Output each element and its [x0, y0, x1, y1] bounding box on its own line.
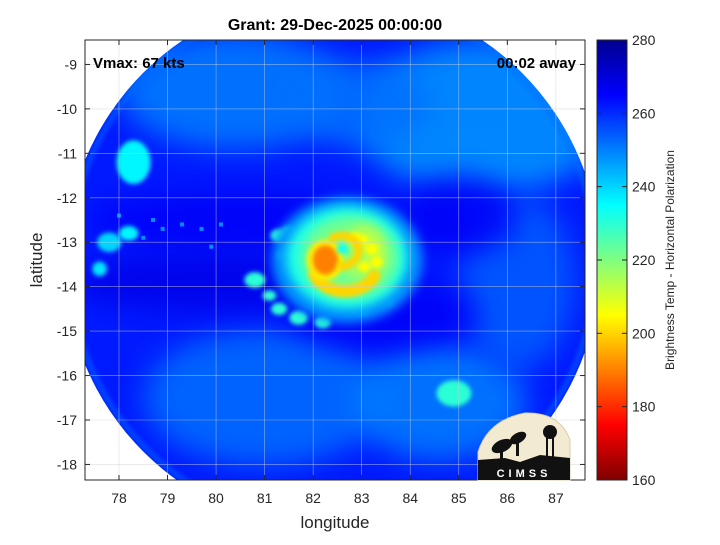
y-tick-label-3: -12	[57, 190, 77, 206]
y-tick-label-8: -17	[57, 412, 77, 428]
x-tick-label-9: 87	[548, 490, 564, 506]
y-tick-label-7: -16	[57, 368, 77, 384]
eye	[336, 244, 348, 254]
y-tick-label-5: -14	[57, 279, 77, 295]
colorbar-tick-label-5: 260	[632, 105, 656, 121]
speckle-0	[150, 218, 155, 222]
rainband-cell-5	[244, 272, 266, 288]
x-tick-label-7: 85	[451, 490, 467, 506]
eyewall-east-cell-2	[369, 256, 383, 268]
x-tick-label-4: 82	[305, 490, 321, 506]
speckle-2	[180, 222, 185, 227]
axes-box	[84, 39, 586, 481]
y-tick-label-2: -11	[58, 145, 77, 161]
chart-title: Grant: 29-Dec-2025 00:00:00	[228, 17, 442, 34]
colorbar-tick-label-0: 160	[632, 472, 656, 488]
y-tick-label-6: -15	[57, 323, 77, 339]
colorbar-tick-label-3: 220	[632, 252, 656, 268]
x-axis-label: longitude	[300, 513, 369, 532]
y-tick-label-9: -18	[57, 456, 77, 472]
x-tick-label-0: 78	[111, 490, 127, 506]
time-away-annotation: 00:02 away	[497, 55, 577, 72]
x-tick-label-3: 81	[257, 490, 273, 506]
eyewall-west-core	[312, 245, 338, 275]
colorbar-label: Brightness Temp - Horizontal Polarizatio…	[663, 150, 677, 370]
cloud-field-1	[118, 40, 352, 150]
speckle-1	[160, 226, 165, 231]
y-axis: -9 -10 -11 -12 -13 -14 -15 -16 -17 -18	[57, 56, 585, 472]
x-tick-label-1: 79	[160, 490, 176, 506]
x-tick-label-6: 84	[402, 490, 418, 506]
rainband-cell-6	[262, 290, 277, 301]
grid	[85, 40, 585, 480]
speckle-3	[199, 226, 204, 231]
rainband-cell-7	[271, 302, 288, 316]
y-axis-label: latitude	[27, 233, 46, 288]
cool-patch-0	[116, 140, 151, 185]
x-tick-label-5: 83	[354, 490, 370, 506]
cimss-logo-text: CIMSS	[497, 468, 552, 480]
y-tick-label-1: -10	[57, 101, 77, 117]
y-tick-label-0: -9	[65, 56, 78, 72]
rainband-cell-14	[436, 380, 472, 407]
rainband-cell-8	[289, 310, 308, 325]
cool-patch-3	[92, 261, 107, 277]
colorbar-ticks: 160 180 200 220 240 260 280	[597, 32, 656, 488]
speckle-7	[209, 244, 214, 249]
colorbar-tick-label-4: 240	[632, 179, 656, 195]
eyewall-east-cell-3	[357, 261, 371, 273]
cloud-field-4	[351, 343, 527, 461]
x-tick-label-2: 80	[208, 490, 224, 506]
speckle-4	[218, 222, 223, 227]
spiral-band-south	[308, 268, 381, 298]
colorbar-tick-label-6: 280	[632, 32, 656, 48]
y-tick-label-4: -13	[57, 234, 77, 250]
eyewall-hook	[328, 231, 363, 271]
x-tick-label-8: 86	[500, 490, 516, 506]
colorbar-tick-label-2: 200	[632, 325, 656, 341]
cimss-logo: CIMSS	[477, 412, 571, 481]
x-axis: 78 79 80 81 82 83 84 85 86 87	[111, 40, 564, 506]
colorbar-tick-label-1: 180	[632, 399, 656, 415]
vmax-annotation: Vmax: 67 kts	[93, 55, 185, 72]
cool-patch-2	[118, 226, 139, 241]
speckle-6	[141, 235, 146, 240]
eyewall-east-cell-1	[365, 243, 378, 255]
